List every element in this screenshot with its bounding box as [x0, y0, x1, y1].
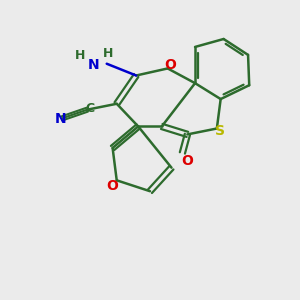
- Text: H: H: [103, 47, 113, 60]
- Text: O: O: [182, 154, 193, 168]
- Text: N: N: [55, 112, 67, 126]
- Text: O: O: [107, 179, 118, 193]
- Text: O: O: [165, 58, 176, 72]
- Text: N: N: [88, 58, 100, 73]
- Text: S: S: [215, 124, 225, 138]
- Text: C: C: [86, 102, 95, 115]
- Text: H: H: [75, 49, 86, 62]
